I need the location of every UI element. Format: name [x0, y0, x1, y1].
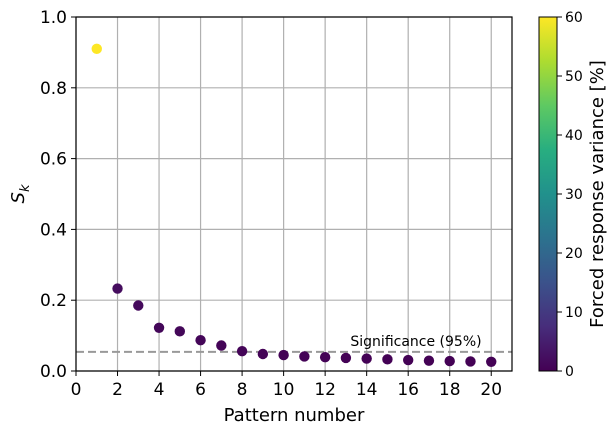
data-point — [236, 345, 248, 357]
x-tick-label: 14 — [356, 380, 378, 400]
data-point — [299, 351, 310, 362]
colorbar-tick-label: 10 — [565, 305, 583, 321]
data-point — [91, 43, 102, 55]
y-tick-label: 0.0 — [40, 362, 67, 382]
x-tick-label: 20 — [480, 380, 502, 400]
colorbar-tick-label: 50 — [565, 69, 583, 85]
x-tick-label: 2 — [112, 380, 123, 400]
data-point — [153, 322, 165, 334]
colorbar — [538, 16, 558, 372]
significance-label: Significance (95%) — [350, 334, 481, 350]
colorbar-tick-label: 0 — [565, 364, 574, 380]
data-point — [319, 351, 331, 363]
y-tick-label: 1.0 — [40, 8, 67, 28]
data-points — [91, 43, 497, 367]
x-axis-title: Pattern number — [224, 405, 365, 426]
data-point — [195, 335, 206, 346]
x-tick-label: 16 — [397, 380, 419, 400]
data-point — [112, 283, 123, 294]
axis-ticks: 0 2 4 6 8 10 12 14 16 18 20 0.0 0.2 0.4 0.6 0.8 1.0 — [40, 8, 502, 400]
data-point — [361, 353, 372, 364]
data-point — [133, 300, 144, 311]
data-point — [423, 355, 435, 366]
data-point — [402, 354, 414, 366]
y-tick-label: 0.2 — [40, 291, 67, 311]
data-point — [278, 349, 289, 361]
x-tick-label: 6 — [195, 380, 206, 400]
y-axis-title-subscript: k — [18, 184, 33, 192]
x-tick-label: 0 — [71, 380, 82, 400]
y-tick-label: 0.8 — [40, 79, 67, 99]
colorbar-tick-label: 30 — [565, 187, 583, 203]
grid — [75, 16, 512, 372]
y-tick-label: 0.4 — [40, 220, 67, 240]
significance-layer: Significance (95%) — [76, 334, 512, 353]
colorbar-title: Forced response variance [%] — [587, 60, 608, 328]
x-tick-label: 10 — [273, 380, 295, 400]
x-tick-label: 4 — [154, 380, 165, 400]
data-point — [340, 352, 352, 364]
data-point — [257, 348, 269, 360]
plot-frame — [75, 16, 513, 372]
data-point — [444, 355, 455, 367]
colorbar-tick-label: 40 — [565, 128, 583, 144]
colorbar-tick-label: 20 — [565, 246, 583, 262]
data-point — [216, 340, 227, 351]
colorbar-tick-label: 60 — [565, 10, 583, 26]
x-tick-label: 8 — [237, 380, 248, 400]
x-tick-label: 18 — [439, 380, 461, 400]
y-axis-title-main: S — [8, 192, 29, 203]
y-axis-title: Sk — [8, 184, 33, 203]
data-point — [174, 326, 186, 337]
data-point — [382, 354, 393, 365]
x-tick-label: 12 — [314, 380, 336, 400]
y-tick-label: 0.6 — [40, 150, 67, 170]
colorbar-ticks: 0 10 20 30 40 50 60 — [557, 10, 583, 380]
data-point — [465, 356, 476, 367]
data-point — [486, 356, 497, 367]
